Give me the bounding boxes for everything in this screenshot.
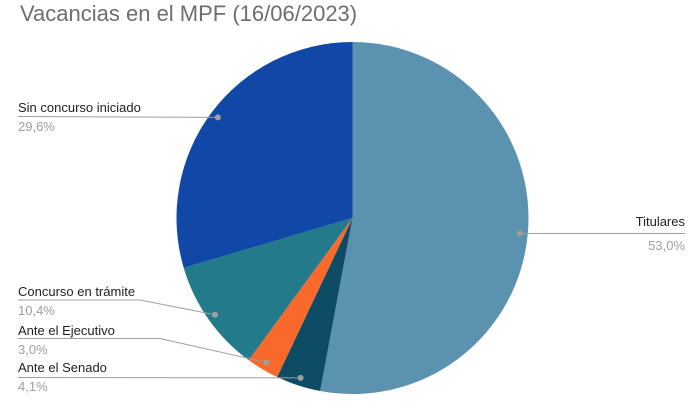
slice-label-concurso-en-tramite: Concurso en trámite [18,284,136,299]
slice-percent-ante-el-ejecutivo: 3,0% [18,342,48,357]
pie-slice-sin-concurso-iniciado[interactable] [176,42,353,268]
slice-percent-sin-concurso-iniciado: 29,6% [18,119,55,134]
leader-line-concurso-en-tramite [18,299,216,316]
slice-label-ante-el-senado: Ante el Senado [18,360,107,375]
slice-percent-ante-el-senado: 4,1% [18,379,48,394]
slice-annotation-ante-el-ejecutivo: Ante el Ejecutivo 3,0% [18,323,115,357]
pie-slice-ante-el-senado[interactable] [277,218,353,391]
pie-slice-ante-el-ejecutivo[interactable] [248,218,353,378]
leader-dot-concurso-en-tramite [212,311,219,318]
slice-annotation-sin-concurso-iniciado: Sin concurso iniciado 29,6% [18,100,141,134]
chart-title: Vacancias en el MPF (16/06/2023) [20,1,358,26]
slice-annotation-concurso-en-tramite: Concurso en trámite 10,4% [18,284,135,318]
leader-dot-sin-concurso-iniciado [214,114,221,121]
slice-label-sin-concurso-iniciado: Sin concurso iniciado [18,100,141,115]
leader-dot-ante-el-senado [297,374,304,381]
pie-slice-concurso-en-tramite[interactable] [183,218,353,361]
slice-label-titulares: Titulares [635,214,685,229]
leader-line-sin-concurso-iniciado [17,116,218,118]
pie-slice-titulares[interactable] [320,42,529,394]
leader-dot-ante-el-ejecutivo [263,359,270,366]
slice-annotation-titulares: Titulares 53,0% [636,214,685,253]
leader-dot-titulares [516,230,523,237]
slice-annotation-ante-el-senado: Ante el Senado 4,1% [18,360,107,394]
slice-percent-titulares: 53,0% [648,238,685,253]
slice-label-ante-el-ejecutivo: Ante el Ejecutivo [18,323,115,338]
leader-line-ante-el-ejecutivo [18,338,267,363]
slice-percent-concurso-en-tramite: 10,4% [18,303,55,318]
